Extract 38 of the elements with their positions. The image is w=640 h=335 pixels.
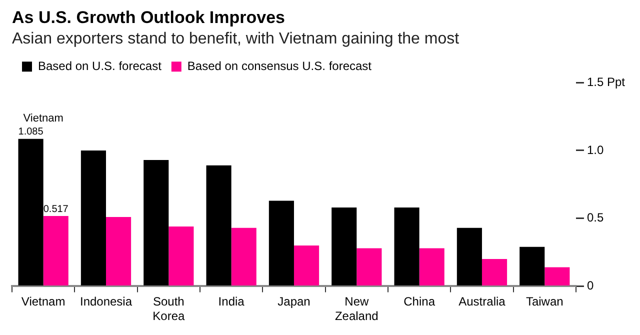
annotation: Vietnam xyxy=(23,112,64,124)
x-tick-label: New Zealand xyxy=(334,294,378,324)
bar xyxy=(206,165,232,286)
bar xyxy=(18,138,44,286)
bar xyxy=(394,207,420,286)
data-label: 0.517 xyxy=(43,204,69,215)
data-label: 1.085 xyxy=(18,126,44,138)
legend-label: Based on consensus U.S. forecast xyxy=(187,58,372,73)
x-tick-label: Vietnam xyxy=(21,294,66,309)
bar xyxy=(419,248,444,286)
bar xyxy=(43,216,68,286)
bar xyxy=(332,207,357,286)
bar xyxy=(294,245,320,286)
bar xyxy=(168,226,194,286)
bar xyxy=(456,228,482,286)
bar xyxy=(268,200,294,286)
chart-subtitle: Asian exporters stand to benefit, with Vietnam gaining the most xyxy=(12,30,460,48)
y-tick-label: 1.5 Ppt xyxy=(586,74,626,89)
bar xyxy=(520,246,545,286)
x-tick-label: South Korea xyxy=(152,294,185,324)
y-tick-label: 1.0 xyxy=(586,142,604,157)
x-tick-label: Australia xyxy=(458,294,506,309)
bar xyxy=(482,259,508,286)
x-tick-label: Japan xyxy=(278,294,310,309)
x-tick-label: China xyxy=(404,294,436,309)
bar xyxy=(356,248,382,286)
chart-title: As U.S. Growth Outlook Improves xyxy=(12,8,285,27)
bar xyxy=(80,150,106,286)
y-tick-label: 0.5 xyxy=(586,210,604,225)
y-tick-label: 0 xyxy=(586,278,594,293)
x-tick-label: India xyxy=(218,294,245,309)
x-tick-label: Taiwan xyxy=(526,294,564,309)
x-tick-label: Indonesia xyxy=(80,294,132,309)
bar xyxy=(544,267,570,286)
bar xyxy=(231,228,256,286)
bar xyxy=(144,160,169,286)
bar xyxy=(106,216,132,286)
legend-label: Based on U.S. forecast xyxy=(38,58,162,73)
